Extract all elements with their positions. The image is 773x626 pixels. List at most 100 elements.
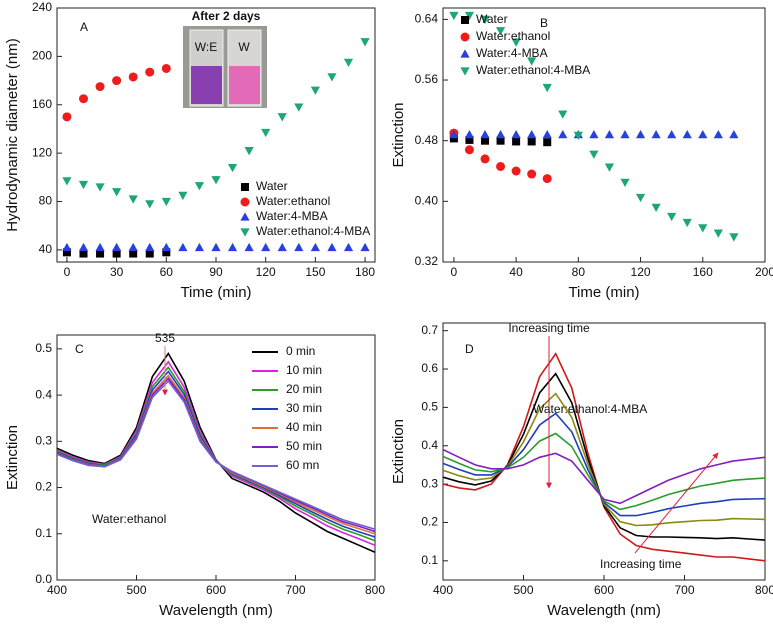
marker [79,94,88,104]
marker [542,174,552,184]
marker [713,130,723,139]
marker [294,103,304,112]
y-tick-label: 160 [32,97,52,111]
legend-label: Water:4-MBA [476,46,548,60]
y-tick-label: 0.3 [35,433,52,447]
marker [360,38,370,47]
annotation: Water:ethanol [92,512,166,526]
marker [542,83,552,93]
plot-frame [56,334,376,581]
marker [161,63,171,73]
spectrum-line [443,412,765,517]
marker [79,249,88,258]
marker [327,73,337,82]
marker [460,49,470,58]
y-tick-label: 0.5 [421,400,438,414]
marker [145,249,154,258]
marker [682,130,692,139]
marker [95,183,105,192]
marker [244,242,254,252]
marker [78,180,89,190]
x-tick-label: 400 [47,583,67,597]
marker [449,130,459,139]
spectrum-line [443,352,765,562]
marker [461,16,469,24]
marker [480,15,490,24]
legend-label: 50 min [286,439,322,453]
marker [145,242,155,252]
y-tick-label: 0.48 [415,133,439,147]
marker [558,110,568,119]
legend-label: Water:ethanol [256,194,330,208]
marker [527,130,537,139]
panel-label: B [540,16,548,30]
x-tick-label: 160 [693,265,713,279]
marker [558,130,568,139]
marker [620,178,630,187]
marker [495,130,506,139]
y-tick-label: 120 [32,145,52,159]
marker [145,200,155,209]
spectrum-line [57,377,375,533]
x-tick-label: 40 [509,265,523,279]
x-tick-label: 600 [594,583,614,597]
marker [527,169,537,179]
marker [112,76,122,86]
x-axis-title: Time (min) [568,284,639,301]
marker [240,228,250,237]
annotation-arrow [634,452,719,554]
y-tick-label: 0.3 [421,476,438,490]
marker [635,130,646,139]
marker [511,166,521,176]
y-tick-label: 0.64 [415,12,439,26]
spectrum-line [443,372,765,541]
x-tick-label: 700 [674,583,694,597]
spectrum-line [57,374,375,535]
annotation: 535 [155,331,175,345]
panel-label: A [80,20,88,34]
y-tick-label: 200 [32,49,52,63]
y-tick-label: 0.56 [415,72,439,86]
marker [145,67,155,77]
marker [464,130,475,139]
marker [96,249,105,258]
marker [682,218,692,228]
annotation: Increasing time [600,557,682,571]
spectrum-line [443,448,765,505]
marker [227,163,238,173]
annotation: Increasing time [508,321,590,335]
y-tick-label: 0.6 [421,361,438,375]
marker [496,161,506,171]
x-tick-label: 700 [285,583,305,597]
marker [496,136,505,145]
marker [112,249,121,258]
marker [343,58,354,68]
x-tick-label: 0 [64,265,71,279]
marker [635,193,646,203]
legend-label: Water:ethanol [476,29,550,43]
marker [277,242,287,252]
marker [112,188,122,197]
marker [277,113,287,122]
marker [511,130,521,139]
marker [62,248,71,257]
x-tick-label: 120 [631,265,651,279]
marker [128,72,138,82]
marker [480,154,490,164]
marker [449,134,458,143]
marker [512,137,521,146]
legend-label: 20 min [286,382,322,396]
y-axis-title: Extinction [390,102,407,167]
marker [360,242,370,252]
marker [698,224,708,233]
marker [261,128,271,138]
marker [294,242,304,252]
x-tick-label: 120 [256,265,276,279]
x-tick-label: 600 [206,583,226,597]
plot-frame [442,322,766,581]
vial-label: W:E [195,40,217,54]
marker [327,242,337,252]
y-tick-label: 0.0 [35,572,52,586]
marker [543,138,552,147]
x-tick-label: 400 [433,583,453,597]
